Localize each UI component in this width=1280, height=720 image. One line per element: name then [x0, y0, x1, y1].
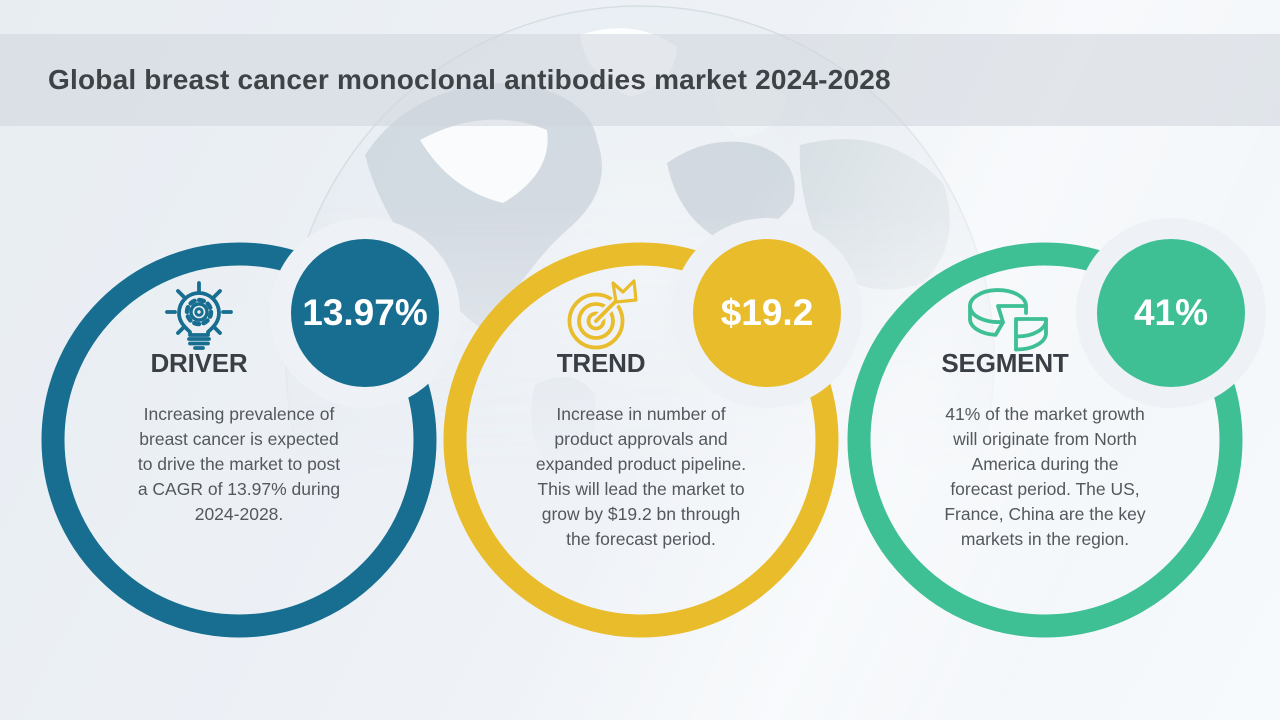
arrow-fletching	[611, 279, 638, 304]
stat-value: 13.97%	[302, 292, 428, 333]
ring-graphic	[41, 218, 460, 638]
slice-top-face	[1014, 317, 1048, 339]
bulb-rays	[165, 281, 233, 335]
target-arrow-icon	[556, 272, 646, 362]
card-description: 41% of the market growth will originate …	[944, 404, 1146, 549]
stat-badge-circle	[693, 239, 841, 387]
target-outer-ring	[567, 292, 625, 350]
stat-badge-circle	[291, 239, 439, 387]
stat-value: $19.2	[720, 292, 814, 333]
page-title: Global breast cancer monoclonal antibodi…	[48, 64, 891, 95]
lightbulb-gear-icon	[154, 272, 244, 362]
ring-circle	[41, 242, 437, 638]
ring-circle	[443, 242, 839, 638]
pie-top-face	[968, 288, 1028, 324]
pie-side-wall	[968, 305, 1005, 337]
card-description: Increasing prevalence of breast cancer i…	[137, 404, 341, 524]
target-bullseye	[586, 311, 606, 331]
stat-badge-circle	[1097, 239, 1245, 387]
bulb-base-lines	[187, 337, 211, 350]
gear-body	[189, 302, 209, 322]
title-band: Global breast cancer monoclonal antibodi…	[0, 34, 1280, 126]
card-label: DRIVER	[150, 348, 248, 378]
pie-chart-icon	[960, 272, 1050, 362]
gear-teeth	[184, 297, 214, 327]
card-driver: 13.97% DRIVER Increasing prevalence of b…	[39, 218, 460, 670]
slice-bottom-rim	[1014, 330, 1048, 352]
card-label: TREND	[556, 348, 646, 378]
stat-value: 41%	[1133, 292, 1209, 333]
ring-circle	[847, 242, 1243, 638]
card-trend: $19.2 TREND Increase in number of produc…	[441, 218, 862, 670]
gear-hole	[194, 307, 204, 317]
card-label: SEGMENT	[941, 348, 1069, 378]
ring-graphic	[443, 218, 862, 638]
target-middle-ring	[577, 302, 615, 340]
ring-graphic	[847, 218, 1266, 638]
card-description: Increase in number of product approvals …	[535, 404, 747, 549]
card-segment: 41% SEGMENT 41% of the market growth wil…	[845, 218, 1266, 670]
